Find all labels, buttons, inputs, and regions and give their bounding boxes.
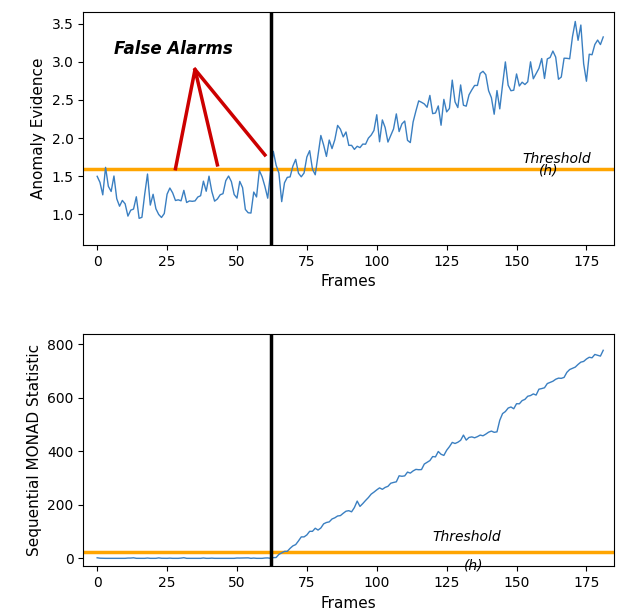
Text: Threshold: Threshold <box>522 152 591 166</box>
Text: Threshold: Threshold <box>433 530 501 544</box>
Text: (h): (h) <box>463 558 483 572</box>
Text: (h): (h) <box>539 164 559 178</box>
X-axis label: Frames: Frames <box>321 274 377 289</box>
X-axis label: Frames: Frames <box>321 596 377 609</box>
Text: False Alarms: False Alarms <box>114 40 233 58</box>
Y-axis label: Anomaly Evidence: Anomaly Evidence <box>31 58 46 199</box>
Y-axis label: Sequential MONAD Statistic: Sequential MONAD Statistic <box>26 344 42 556</box>
